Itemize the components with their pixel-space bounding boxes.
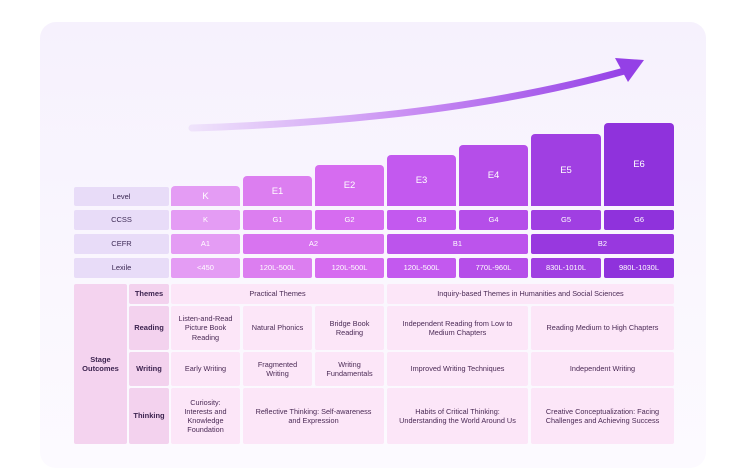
reading-e1: Natural Phonics (243, 306, 312, 350)
reading-e5-e6: Reading Medium to High Chapters (531, 306, 674, 350)
reading-k: Listen-and-Read Picture Book Reading (171, 306, 240, 350)
ccss-g1: G1 (243, 210, 312, 230)
lexile-e4: 770L-960L (459, 258, 528, 278)
ccss-g3: G3 (387, 210, 456, 230)
ccss-g5: G5 (531, 210, 601, 230)
cefr-a1: A1 (171, 234, 240, 254)
level-e6: E6 (604, 123, 674, 206)
row-label-cefr: CEFR (74, 234, 169, 254)
cefr-a2: A2 (243, 234, 384, 254)
thinking-e1-e2: Reflective Thinking: Self-awareness and … (243, 388, 384, 444)
sub-label-thinking: Thinking (129, 388, 169, 444)
level-k: K (171, 186, 240, 206)
themes-practical: Practical Themes (171, 284, 384, 304)
ccss-k: K (171, 210, 240, 230)
writing-e5-e6: Independent Writing (531, 352, 674, 386)
writing-e1: Fragmented Writing (243, 352, 312, 386)
lexile-e5: 830L-1010L (531, 258, 601, 278)
cefr-b2: B2 (531, 234, 674, 254)
sub-label-reading: Reading (129, 306, 169, 350)
level-e3: E3 (387, 155, 456, 206)
lexile-e3: 120L-500L (387, 258, 456, 278)
sub-label-writing: Writing (129, 352, 169, 386)
lexile-k: <450 (171, 258, 240, 278)
ccss-g4: G4 (459, 210, 528, 230)
writing-e3-e4: Improved Writing Techniques (387, 352, 528, 386)
thinking-e5-e6: Creative Conceptualization: Facing Chall… (531, 388, 674, 444)
stage-outcomes-label: Stage Outcomes (74, 284, 127, 444)
row-label-level: Level (74, 187, 169, 206)
level-e1: E1 (243, 176, 312, 206)
row-label-lexile: Lexile (74, 258, 169, 278)
cefr-b1: B1 (387, 234, 528, 254)
level-e2: E2 (315, 165, 384, 206)
level-e5: E5 (531, 134, 601, 206)
writing-k: Early Writing (171, 352, 240, 386)
row-label-ccss: CCSS (74, 210, 169, 230)
ccss-g2: G2 (315, 210, 384, 230)
thinking-e3-e4: Habits of Critical Thinking: Understandi… (387, 388, 528, 444)
themes-inquiry: Inquiry-based Themes in Humanities and S… (387, 284, 674, 304)
lexile-e6: 980L-1030L (604, 258, 674, 278)
ccss-g6: G6 (604, 210, 674, 230)
lexile-e1: 120L-500L (243, 258, 312, 278)
reading-e3-e4: Independent Reading from Low to Medium C… (387, 306, 528, 350)
writing-e2: Writing Fundamentals (315, 352, 384, 386)
sub-label-themes: Themes (129, 284, 169, 304)
thinking-k: Curiosity: Interests and Knowledge Found… (171, 388, 240, 444)
reading-e2: Bridge Book Reading (315, 306, 384, 350)
level-e4: E4 (459, 145, 528, 206)
lexile-e2: 120L-500L (315, 258, 384, 278)
